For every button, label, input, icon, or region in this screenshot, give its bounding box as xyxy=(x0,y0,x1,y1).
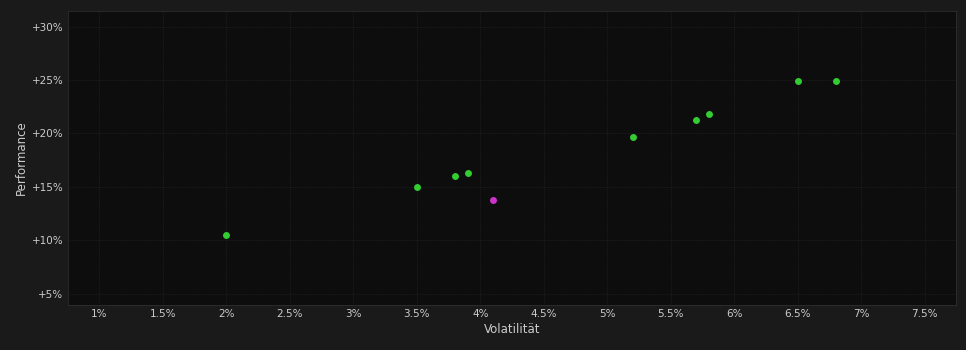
Y-axis label: Performance: Performance xyxy=(14,120,28,195)
X-axis label: Volatilität: Volatilität xyxy=(484,323,540,336)
